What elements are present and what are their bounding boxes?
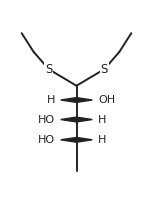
Text: H: H — [47, 95, 55, 105]
Polygon shape — [61, 138, 76, 142]
Text: S: S — [101, 63, 108, 76]
Polygon shape — [61, 98, 76, 102]
Text: HO: HO — [38, 114, 55, 125]
Text: S: S — [45, 63, 52, 76]
Polygon shape — [61, 117, 76, 122]
Text: OH: OH — [98, 95, 115, 105]
Polygon shape — [76, 138, 92, 142]
Text: H: H — [98, 114, 106, 125]
Text: H: H — [98, 135, 106, 145]
Polygon shape — [76, 117, 92, 122]
Text: HO: HO — [38, 135, 55, 145]
Polygon shape — [76, 98, 92, 102]
